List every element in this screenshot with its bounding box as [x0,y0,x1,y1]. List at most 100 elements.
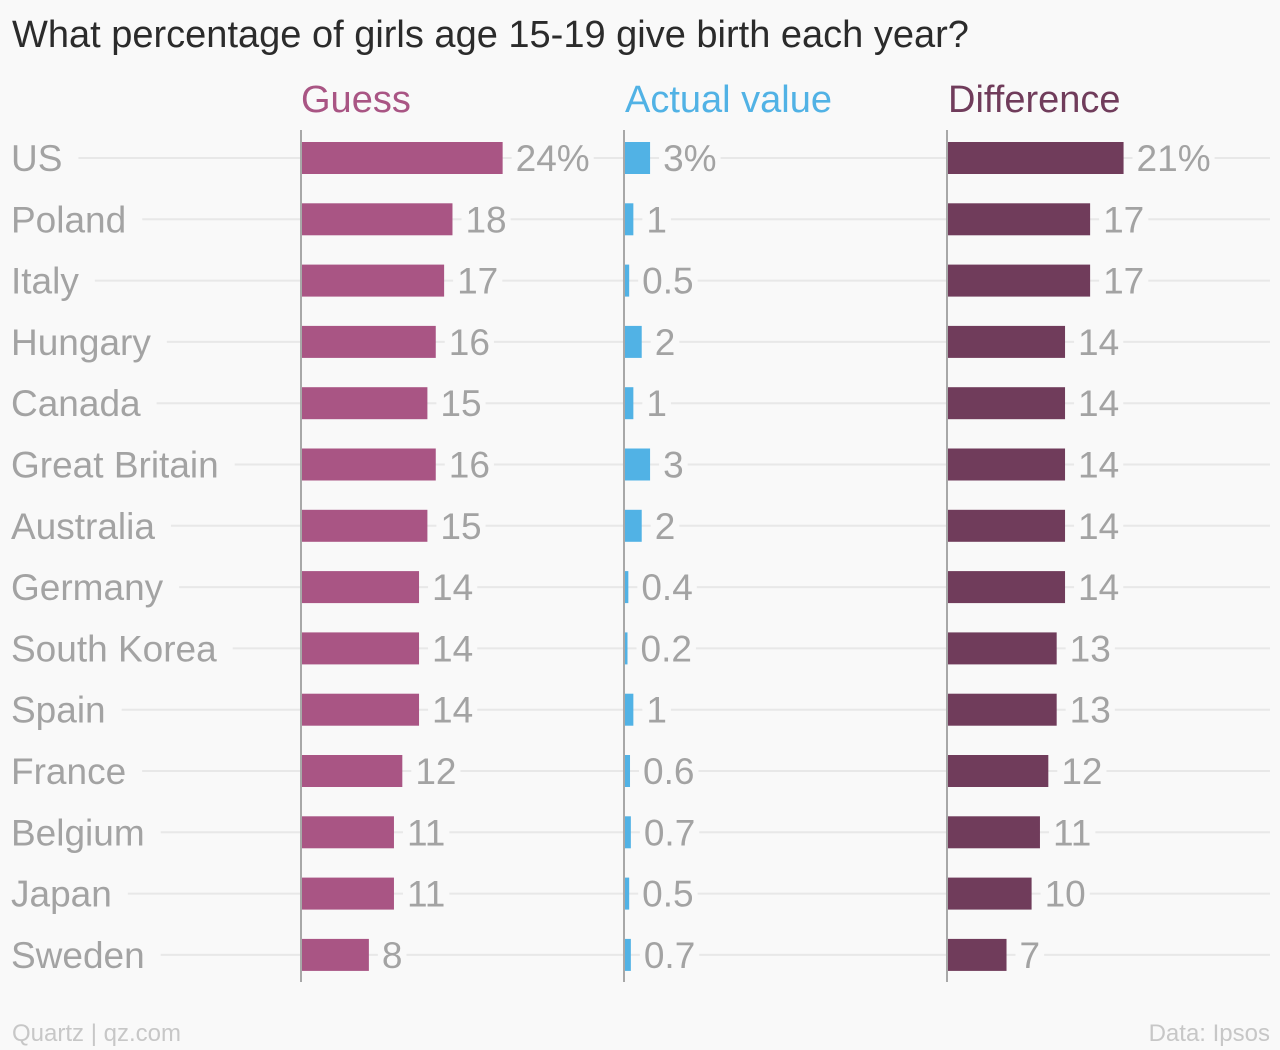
label-backdrop [638,262,698,299]
data-label: 11 [407,874,445,915]
category-label: Sweden [11,935,145,976]
bar [625,632,628,665]
data-label: 14 [1078,445,1119,486]
bar [948,325,1066,358]
bar [625,571,629,604]
footer-source: Quartz | qz.com [12,1020,181,1047]
bar [302,693,420,726]
label-backdrop [428,691,478,728]
label-backdrop [659,140,721,176]
label-backdrop [444,323,494,360]
bar [948,448,1066,481]
label-backdrop [1015,936,1045,973]
category-label: Great Britain [11,445,219,486]
bar [948,877,1032,910]
data-label: 2 [655,506,676,547]
data-label: 13 [1070,628,1111,669]
bar [948,571,1066,604]
category-label: Australia [11,506,155,547]
label-backdrop [639,753,699,789]
data-label: 14 [1078,383,1119,424]
label-backdrop [639,814,700,851]
data-label: 12 [415,751,456,792]
label-backdrop [1040,875,1090,912]
label-backdrop [1057,753,1107,789]
label-backdrop [428,630,478,667]
data-label: 3 [663,445,684,486]
bar [948,142,1124,174]
bar [302,448,436,481]
label-backdrop [1074,507,1124,544]
series-header-0: Guess [301,79,411,121]
bar [302,632,420,665]
data-label: 17 [457,261,498,302]
label-backdrop [428,569,478,606]
bar [625,816,631,849]
data-label: 14 [1078,506,1119,547]
category-label: Germany [11,567,164,608]
bar [948,387,1066,420]
data-label: 0.5 [642,874,693,915]
label-backdrop [642,385,671,422]
data-label: 16 [449,322,490,363]
label-backdrop [1099,201,1149,238]
data-label: 17 [1103,199,1144,240]
bar [948,632,1057,665]
category-label: Belgium [11,812,145,853]
data-label: 1 [646,690,667,731]
bar [625,325,642,358]
data-label: 14 [1078,322,1119,363]
bar [302,387,428,420]
axis-layer [300,130,948,982]
category-label: Poland [11,199,126,240]
bar [302,877,394,910]
data-label: 0.2 [641,628,692,669]
data-label: 2 [655,322,676,363]
data-label: 3% [663,138,716,179]
label-backdrop [639,936,700,973]
series-header-1: Actual value [625,79,832,121]
label-backdrop [436,385,486,422]
label-backdrop [637,569,697,606]
label-backdrop [1065,630,1115,667]
label-backdrop [1074,385,1124,422]
label-backdrop [642,201,671,238]
bar [948,816,1040,849]
data-label: 1 [646,199,667,240]
bar [948,755,1049,787]
bar [302,264,445,297]
label-backdrop [1099,262,1149,299]
data-label: 0.7 [644,812,695,853]
chart-title: What percentage of girls age 15-19 give … [12,14,969,56]
bar [948,693,1057,726]
data-label: 0.5 [642,261,693,302]
data-label: 14 [432,567,473,608]
bar [948,509,1066,542]
data-label: 17 [1103,261,1144,302]
bar [625,142,651,174]
bar [625,877,630,910]
bar [302,571,420,604]
bar [948,938,1007,971]
label-backdrop [650,507,680,544]
label-backdrop [444,446,494,483]
data-label: 14 [432,690,473,731]
data-label: 13 [1070,690,1111,731]
category-label: Japan [11,874,112,915]
category-label: Hungary [11,322,151,363]
data-label: 0.6 [643,751,694,792]
bar [302,755,403,787]
data-label: 11 [407,812,445,853]
data-label: 7 [1020,935,1041,976]
bar [625,203,634,236]
label-backdrop [636,630,696,667]
label-backdrop [411,753,461,789]
category-label: Spain [11,690,106,731]
label-backdrop [377,936,407,973]
label-backdrop [453,262,503,299]
chart-svg: US Poland Italy Hungary Canada Great Britain A… [11,79,1270,982]
bar [625,509,642,542]
data-label: 14 [432,628,473,669]
label-backdrop [1048,814,1096,851]
label-backdrop [1074,569,1124,606]
